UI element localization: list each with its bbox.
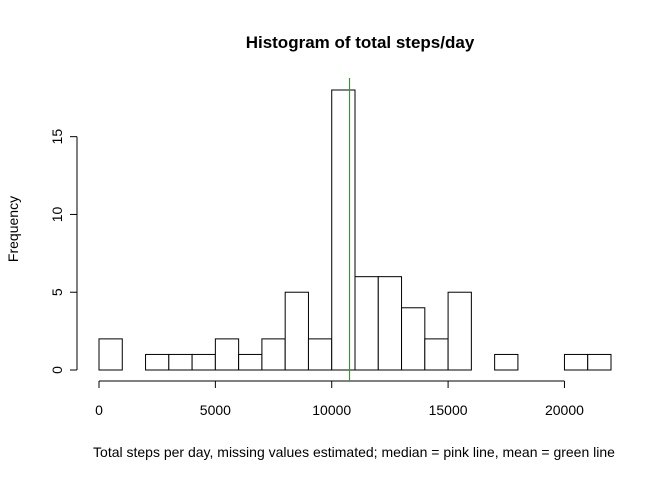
histogram-bar — [307, 338, 333, 371]
histogram-bar — [191, 353, 216, 371]
histogram-bar — [587, 353, 612, 371]
x-tick-label: 10000 — [312, 402, 351, 418]
y-axis-label: Frequency — [5, 196, 21, 262]
histogram-bar — [447, 291, 472, 371]
histogram-bar — [377, 276, 403, 371]
histogram-bar — [214, 338, 240, 371]
histogram-bar — [354, 276, 379, 371]
x-tick-label: 5000 — [200, 402, 231, 418]
histogram-bar — [284, 291, 309, 371]
y-tick-label: 15 — [49, 129, 65, 145]
y-tick-label: 0 — [49, 366, 65, 374]
histogram-bar — [331, 89, 356, 371]
x-axis-label: Total steps per day, missing values esti… — [93, 444, 615, 460]
histogram-bar — [145, 353, 170, 371]
y-tick-label: 10 — [49, 206, 65, 222]
y-tick-label: 5 — [49, 288, 65, 296]
histogram-bar — [563, 353, 589, 371]
x-tick-label: 0 — [95, 402, 103, 418]
histogram-bar — [168, 353, 193, 371]
histogram-bars — [98, 89, 612, 371]
histogram-bar — [494, 353, 519, 371]
x-tick-label: 20000 — [545, 402, 584, 418]
histogram-bar — [424, 338, 449, 371]
y-axis: 0 5 10 15 — [49, 129, 78, 374]
chart-title: Histogram of total steps/day — [246, 33, 475, 52]
histogram-bar — [401, 307, 426, 371]
histogram-bar — [261, 338, 286, 371]
x-tick-label: 15000 — [429, 402, 468, 418]
histogram-bar — [98, 338, 123, 371]
histogram-bar — [238, 353, 263, 371]
x-axis: 0 5000 10000 15000 20000 — [95, 380, 584, 418]
